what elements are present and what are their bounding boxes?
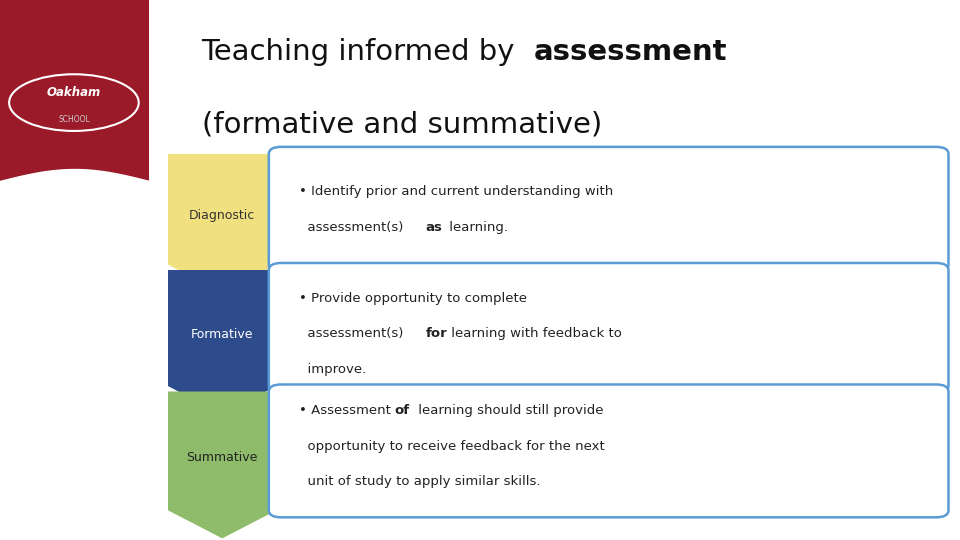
Text: opportunity to receive feedback for the next: opportunity to receive feedback for the …: [299, 440, 604, 453]
Text: • Assessment: • Assessment: [299, 404, 395, 417]
Text: assessment: assessment: [534, 38, 728, 66]
Polygon shape: [168, 392, 276, 538]
Text: as: as: [425, 221, 443, 234]
Text: assessment(s): assessment(s): [299, 221, 407, 234]
Text: assessment(s): assessment(s): [299, 327, 407, 341]
Text: • Identify prior and current understanding with: • Identify prior and current understandi…: [299, 185, 612, 199]
Text: • Provide opportunity to complete: • Provide opportunity to complete: [299, 292, 526, 305]
Text: of: of: [395, 404, 410, 417]
Text: Diagnostic: Diagnostic: [189, 209, 255, 222]
Polygon shape: [168, 270, 276, 414]
Text: learning should still provide: learning should still provide: [414, 404, 603, 417]
Text: learning.: learning.: [445, 221, 509, 234]
Text: SCHOOL: SCHOOL: [58, 116, 90, 124]
Text: Teaching informed by: Teaching informed by: [202, 38, 524, 66]
Text: unit of study to apply similar skills.: unit of study to apply similar skills.: [299, 475, 540, 488]
FancyBboxPatch shape: [269, 147, 948, 272]
Text: Summative: Summative: [186, 451, 258, 464]
Text: (formative and summative): (formative and summative): [202, 111, 602, 139]
FancyBboxPatch shape: [269, 384, 948, 517]
Text: improve.: improve.: [299, 363, 366, 376]
Text: learning with feedback to: learning with feedback to: [447, 327, 622, 341]
FancyBboxPatch shape: [0, 0, 149, 540]
Polygon shape: [168, 154, 276, 293]
Text: Formative: Formative: [191, 328, 253, 341]
FancyBboxPatch shape: [269, 263, 948, 393]
Text: Oakham: Oakham: [47, 86, 101, 99]
Text: for: for: [425, 327, 447, 341]
